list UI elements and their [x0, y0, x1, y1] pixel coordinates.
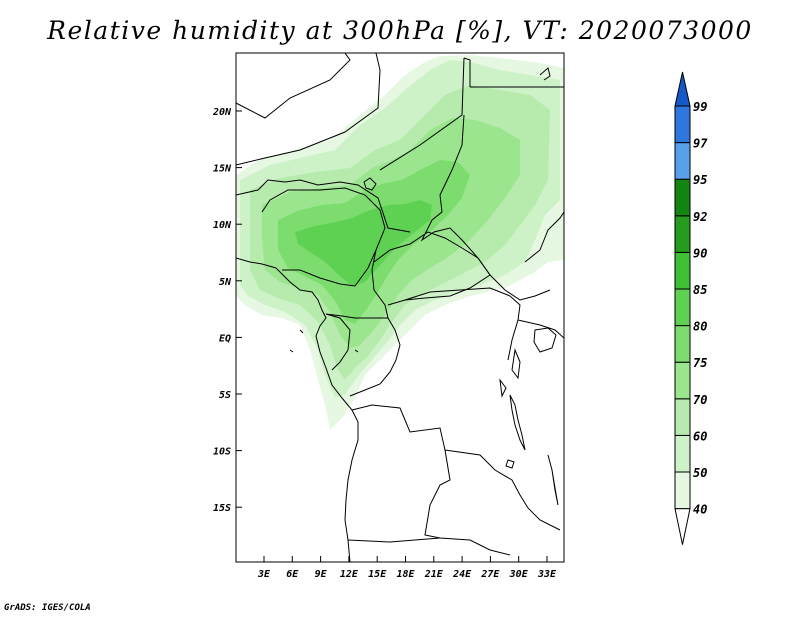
colorbar-top-triangle: [674, 71, 691, 107]
lat-label: 5S: [219, 390, 231, 401]
lon-label: 33E: [537, 569, 557, 580]
grads-credit: GrADS: IGES/COLA: [4, 603, 91, 613]
lat-label: 15N: [213, 164, 232, 175]
longitude-axis: 3E 6E 9E 12E 15E 18E 21E 24E 27E 30E 33E: [257, 556, 557, 580]
colorbar-label: 99: [693, 100, 707, 114]
lat-label: 20N: [212, 107, 232, 118]
colorbar-box: [674, 105, 691, 144]
map-frame: [235, 52, 565, 563]
namibia-border: [347, 537, 441, 543]
ethiopia-border: [524, 211, 564, 263]
colorbar-label: 85: [693, 283, 707, 297]
lon-label: 30E: [509, 569, 529, 580]
latitude-axis: 20N 15N 10N 5N EQ 5S 10S 15S: [212, 107, 242, 514]
sudan-south-border: [489, 274, 551, 301]
colorbar-label: 97: [693, 137, 708, 151]
colorbar-label: 92: [693, 210, 707, 224]
lake-albert-edward: [511, 348, 521, 380]
angola-border: [351, 404, 511, 556]
colorbar-box: [674, 361, 691, 400]
colorbar-label: 95: [693, 173, 707, 187]
colorbar-label: 80: [693, 320, 707, 334]
lon-label: 15E: [368, 569, 387, 580]
west-coastline: [236, 257, 359, 562]
lon-label: 24E: [452, 569, 472, 580]
algeria-niger-border: [236, 53, 381, 166]
lat-label: EQ: [219, 333, 231, 344]
lake-malawi: [547, 454, 559, 506]
colorbar-label: 50: [693, 466, 707, 480]
lat-label: 5N: [219, 277, 232, 288]
lake-chad: [363, 177, 377, 191]
colorbar-box: [674, 471, 691, 510]
humidity-shading: [236, 55, 564, 430]
lake-mweru: [505, 459, 515, 469]
lon-label: 6E: [286, 569, 299, 580]
chad-libya-border: [379, 57, 465, 171]
lon-label: 3E: [257, 569, 271, 580]
colorbar-box: [674, 288, 691, 327]
tanzania-border: [517, 319, 564, 339]
rh-80-region: [295, 200, 432, 286]
lat-label: 10N: [213, 220, 232, 231]
lat-label: 10S: [213, 447, 231, 458]
chad-sudan-border: [420, 114, 491, 276]
colorbar-label: 40: [693, 503, 707, 517]
lon-label: 27E: [480, 569, 500, 580]
colorbar-label: 70: [693, 393, 707, 407]
libya-egypt-border: [463, 57, 471, 87]
colorbar: 40 50 60 70 75 80 85 90 92 95 97 99: [674, 71, 708, 545]
colorbar-label: 90: [693, 246, 707, 260]
colorbar-box: [674, 178, 691, 217]
colorbar-label: 75: [693, 356, 707, 370]
gabon-border: [325, 313, 351, 371]
colorbar-box: [674, 325, 691, 363]
colorbar-box: [674, 251, 691, 290]
colorbar-box: [674, 142, 691, 180]
drc-north-border: [404, 287, 521, 361]
congo-drc-border: [349, 317, 401, 397]
red-sea-coast: [539, 67, 551, 81]
colorbar-box: [674, 398, 691, 436]
lat-label: 15S: [213, 503, 231, 514]
lake-tanganyika: [509, 394, 526, 451]
islands-west: [289, 329, 359, 353]
nigeria-border: [261, 187, 386, 287]
lon-label: 18E: [396, 569, 415, 580]
lon-label: 9E: [315, 569, 328, 580]
cameroon-border: [325, 249, 389, 319]
lon-label: 12E: [340, 569, 359, 580]
lon-label: 21E: [424, 569, 444, 580]
zambia-border: [444, 449, 561, 531]
mali-border: [236, 53, 351, 119]
lake-victoria: [533, 327, 557, 353]
colorbar-box: [674, 434, 691, 473]
colorbar-box: [674, 215, 691, 253]
lake-kivu: [499, 378, 507, 398]
map-title: Relative humidity at 300hPa [%], VT: 202…: [47, 16, 753, 45]
car-border: [373, 231, 491, 306]
boundaries: [236, 53, 564, 562]
niger-border: [236, 179, 411, 233]
colorbar-bottom-triangle: [674, 508, 691, 545]
colorbar-label: 60: [693, 429, 707, 443]
